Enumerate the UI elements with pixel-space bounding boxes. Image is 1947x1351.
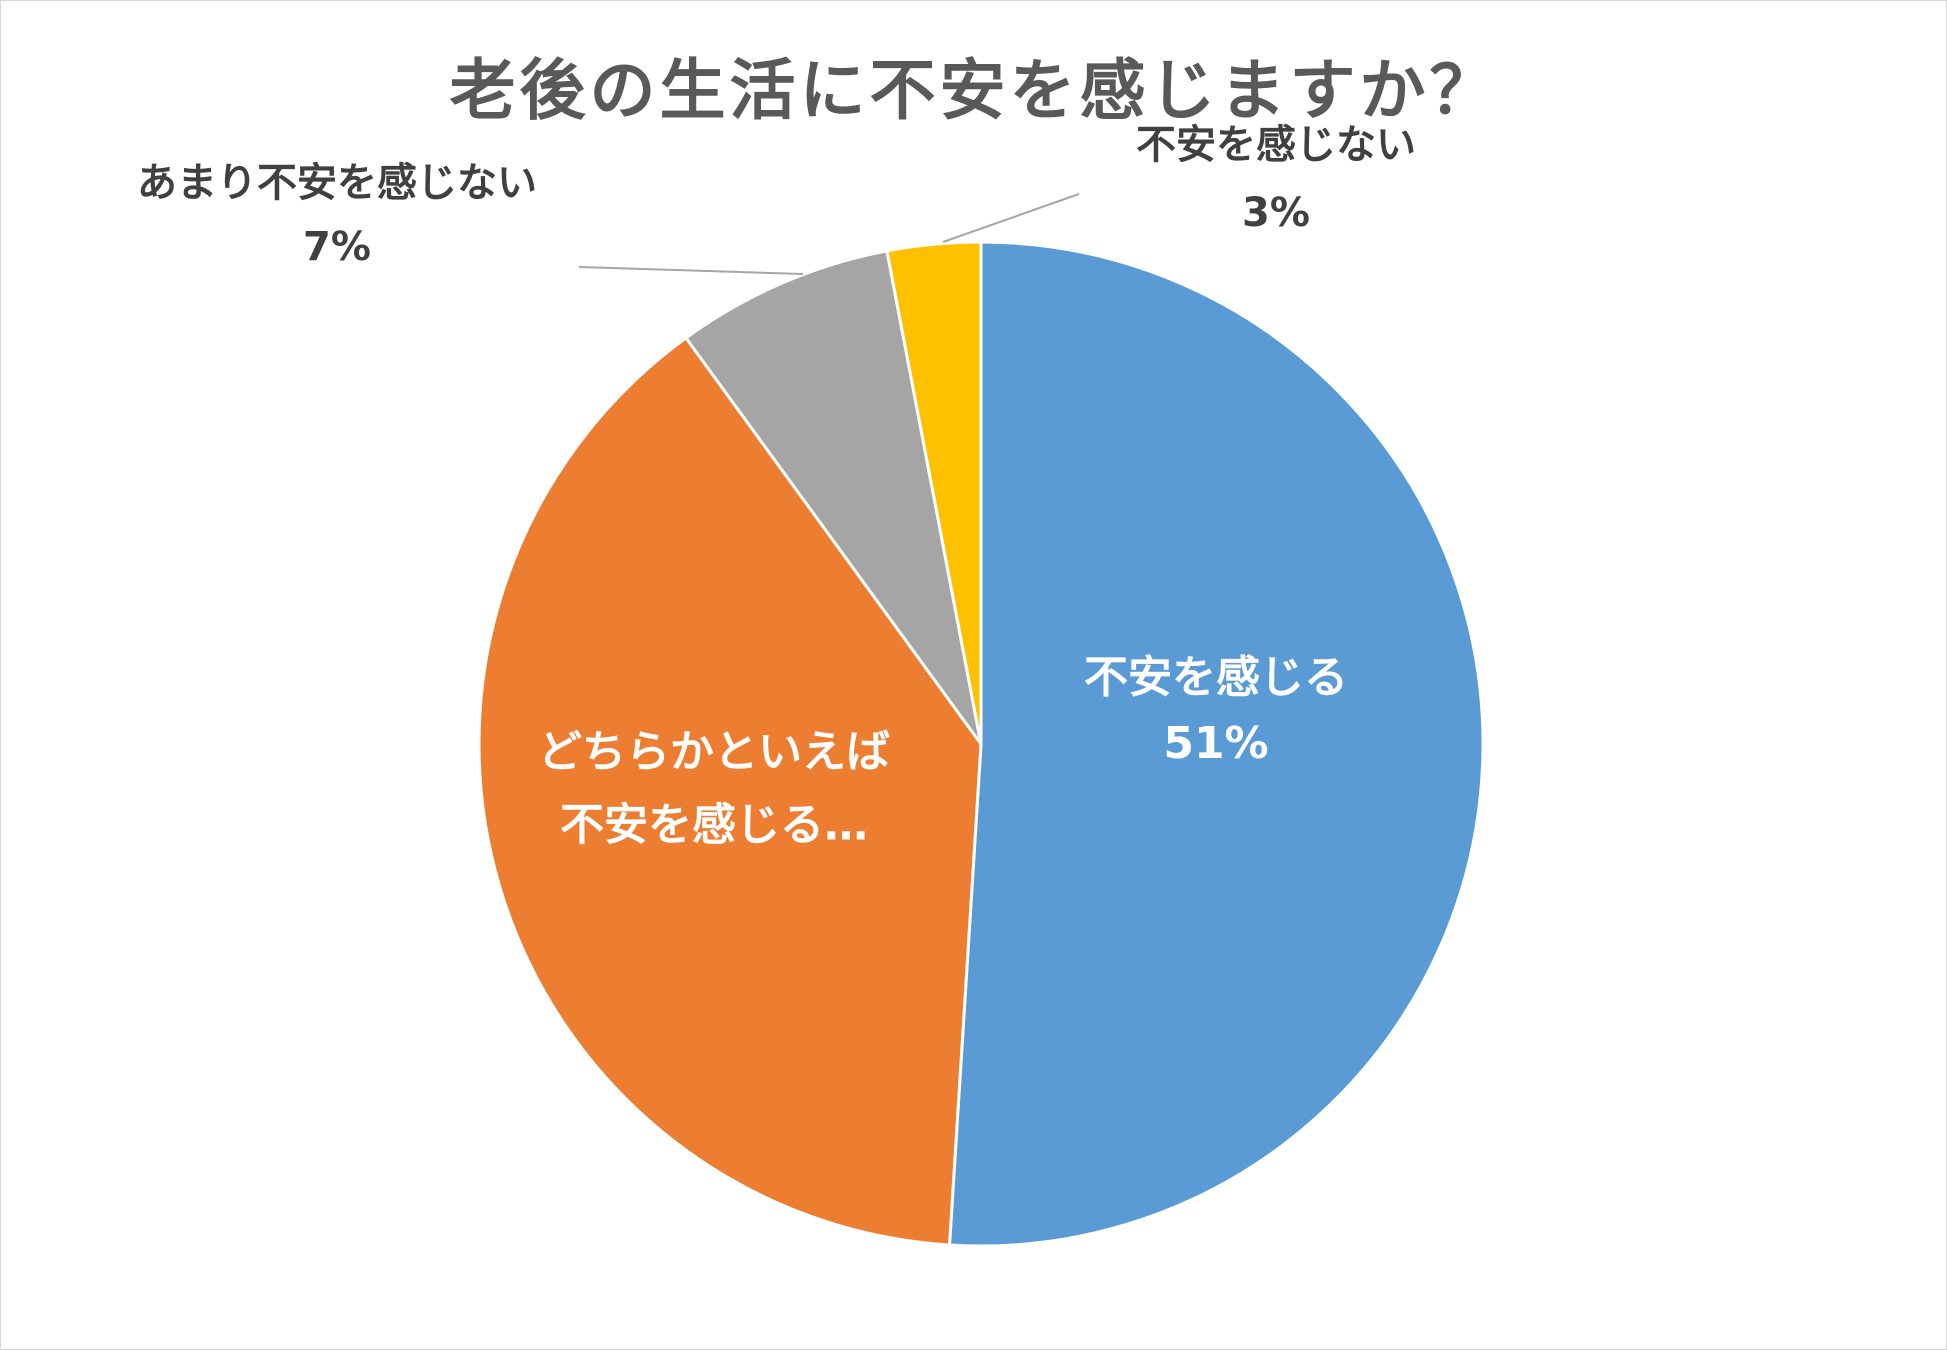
pie-slice xyxy=(684,249,983,746)
pie-slice xyxy=(947,240,1485,1248)
slice-category-label: 不安を感じる… xyxy=(560,800,868,851)
leader-line xyxy=(578,266,804,275)
slice-category-label: 不安を感じる xyxy=(1084,652,1348,703)
slice-value-label: 3% xyxy=(1242,190,1310,236)
slice-category-label: あまり不安を感じない xyxy=(137,160,537,206)
slice-category-label: どちらかといえば xyxy=(538,727,890,778)
slice-value-label: 51% xyxy=(1163,718,1268,769)
pie-slice xyxy=(885,240,983,746)
pie-slice xyxy=(477,336,983,1247)
chart-title: 老後の生活に不安を感じますか？ xyxy=(449,52,1500,129)
slice-value-label: 7% xyxy=(303,224,371,270)
leader-line xyxy=(942,193,1080,243)
slice-category-label: 不安を感じない xyxy=(1136,122,1416,168)
